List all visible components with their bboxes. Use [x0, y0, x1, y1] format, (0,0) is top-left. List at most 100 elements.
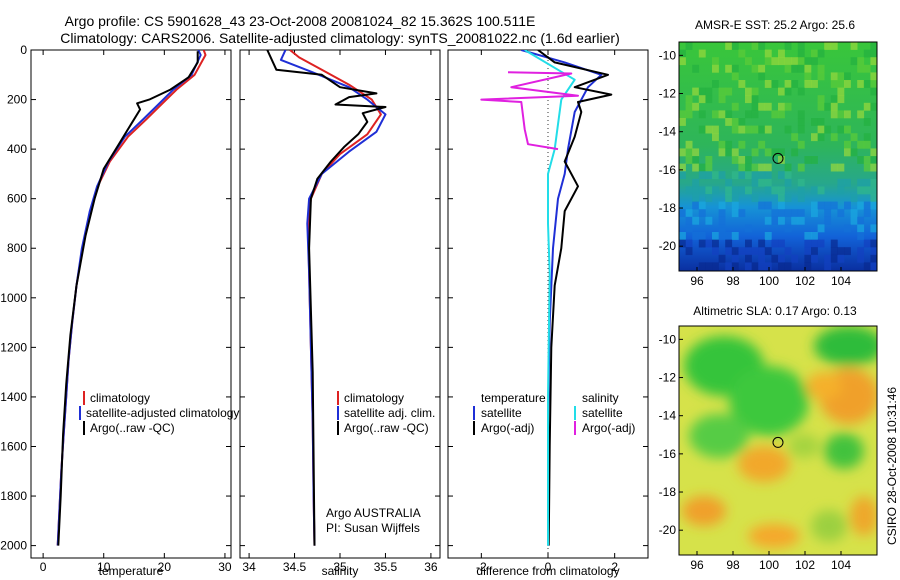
sst-cell — [725, 140, 733, 149]
sst-cell — [817, 201, 825, 210]
sst-cell — [784, 247, 792, 256]
sst-cell — [804, 57, 812, 66]
sst-cell — [771, 80, 779, 88]
sst-cell — [791, 57, 799, 66]
map-x-tick-label: 104 — [831, 558, 851, 572]
sst-cell — [791, 209, 799, 218]
sst-cell — [784, 209, 792, 218]
sst-cell — [870, 254, 878, 263]
sst-cell — [751, 42, 759, 50]
sst-cell — [797, 209, 805, 218]
sst-cell — [764, 102, 772, 111]
salinity-xlabel: salinity — [322, 564, 359, 578]
sst-cell — [870, 178, 878, 187]
sst-cell — [771, 209, 779, 218]
salinity-x-ticks: 34 34.5 35 35.5 36 — [242, 50, 438, 574]
sst-cell — [844, 72, 851, 81]
sst-cell — [791, 148, 799, 157]
sst-cell — [718, 110, 726, 119]
sst-cell — [804, 232, 812, 240]
sst-cell — [817, 133, 825, 142]
sst-cell — [725, 186, 733, 195]
sst-cell — [692, 64, 700, 73]
sst-cell — [797, 49, 805, 58]
sst-cell — [797, 87, 805, 96]
sst-cell — [725, 64, 733, 73]
map-y-tick-label: -18 — [659, 201, 677, 215]
y-tick-label: 1800 — [0, 489, 27, 503]
difference-series — [480, 50, 613, 546]
map-y-tick-label: -16 — [659, 447, 677, 461]
sst-cell — [804, 72, 812, 81]
sst-cell — [844, 148, 851, 157]
sst-cell — [758, 201, 766, 210]
sst-cell — [784, 224, 792, 233]
sst-cell — [738, 247, 746, 256]
sst-cell — [705, 186, 713, 195]
sst-cell — [751, 178, 759, 187]
sst-cell — [784, 42, 792, 50]
x-tick-label: 30 — [218, 560, 232, 574]
sst-cell — [758, 262, 766, 271]
sst-cell — [837, 72, 845, 81]
sst-cell — [705, 156, 713, 164]
sst-cell — [751, 171, 759, 180]
sst-cell — [811, 80, 818, 88]
salinity-axes — [239, 49, 441, 559]
sst-cell — [850, 148, 858, 157]
sst-cell — [850, 216, 858, 225]
sst-cell — [844, 110, 851, 119]
sst-cell — [811, 247, 818, 256]
credit-argo-australia: Argo AUSTRALIA — [326, 506, 421, 520]
sst-cell — [850, 209, 858, 218]
sst-cell — [698, 232, 706, 240]
sst-cell — [870, 102, 878, 111]
sst-cell — [712, 232, 719, 240]
sst-cell — [837, 178, 845, 187]
sst-cell — [725, 87, 733, 96]
sst-cell — [844, 178, 851, 187]
legend-salinity-heading: salinity — [582, 391, 619, 405]
sst-cell — [797, 186, 805, 195]
sst-cell — [804, 239, 812, 248]
sst-cell — [764, 171, 772, 180]
sst-cell — [771, 110, 779, 119]
sst-cell — [685, 42, 693, 50]
sst-cell — [738, 80, 746, 88]
sst-cell — [778, 171, 785, 180]
sst-cell — [705, 87, 713, 96]
sst-cell — [679, 232, 686, 240]
sst-map-title: AMSR-E SST: 25.2 Argo: 25.6 — [695, 18, 855, 32]
map-y-tick-label: -14 — [659, 125, 677, 139]
sst-cell — [778, 49, 785, 58]
sst-cell — [771, 216, 779, 225]
sst-cell — [692, 216, 700, 225]
sst-cell — [725, 42, 733, 50]
legend-satellite-adjusted: satellite-adjusted climatology — [86, 406, 239, 420]
sst-cell — [764, 49, 772, 58]
sst-cell — [745, 110, 752, 119]
sst-cell — [758, 72, 766, 81]
sst-cell — [857, 232, 865, 240]
sst-cell — [811, 201, 818, 210]
sst-cell — [698, 110, 706, 119]
sst-cell — [863, 163, 871, 172]
temperature-legend: climatology satellite-adjusted climatolo… — [79, 391, 239, 435]
sst-cell — [758, 171, 766, 180]
sst-cell — [850, 42, 858, 50]
sst-cell — [870, 186, 878, 195]
map-x-tick-label: 102 — [795, 274, 815, 288]
sst-cell — [870, 42, 878, 50]
sst-cell — [685, 156, 693, 164]
sst-cell — [804, 254, 812, 263]
sst-cell — [870, 163, 878, 172]
map-x-tick-label: 102 — [795, 558, 815, 572]
figure-title-line1: Argo profile: CS 5901628_43 23-Oct-2008 … — [65, 13, 536, 29]
sst-cell — [731, 201, 739, 210]
legend-satellite: satellite adj. clim. — [344, 406, 435, 420]
sst-cell — [698, 87, 706, 96]
map-x-tick-label: 96 — [690, 274, 704, 288]
sst-cell — [837, 186, 845, 195]
sst-cell — [751, 110, 759, 119]
sst-cell — [764, 80, 772, 88]
